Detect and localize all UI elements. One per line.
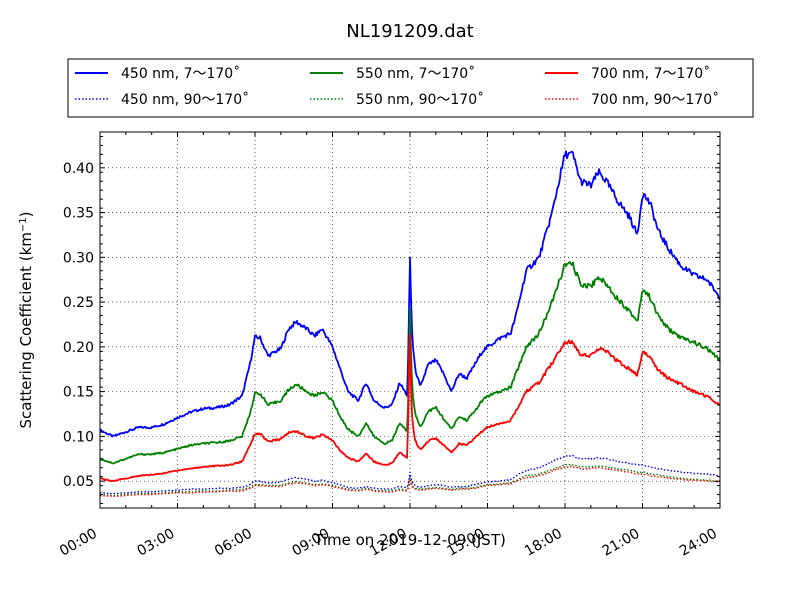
x-tick-label: 03:00 (135, 526, 178, 560)
legend-label: 450 nm, 7～170˚ (121, 65, 240, 82)
series-layer (99, 150, 721, 498)
y-axis-title-sup: −1 (18, 217, 29, 232)
y-tick-label: 0.35 (63, 206, 94, 222)
x-tick-label: 24:00 (677, 526, 720, 560)
y-tick-labels: 0.05 0.10 0.15 0.20 0.25 0.30 0.35 0.40 (63, 161, 94, 490)
series-line (99, 333, 721, 482)
legend-label: 700 nm, 90～170˚ (591, 91, 719, 108)
series-line (99, 150, 721, 438)
legend-label: 550 nm, 7～170˚ (356, 65, 475, 82)
x-tick-label: 18:00 (522, 526, 565, 560)
legend-label: 550 nm, 90～170˚ (356, 91, 484, 108)
x-axis-title: Time on 2019-12-09 (JST) (313, 531, 506, 549)
y-tick-label: 0.15 (63, 385, 94, 401)
y-axis-title: Scattering Coefficient (km−1) (17, 211, 35, 428)
x-tick-label: 00:00 (57, 526, 100, 560)
legend-box (67, 58, 754, 118)
y-tick-label: 0.30 (63, 250, 94, 266)
legend-label: 450 nm, 90～170˚ (121, 91, 249, 108)
y-axis-title-close: ) (17, 211, 35, 217)
y-tick-label: 0.40 (63, 161, 94, 177)
ticks (99, 132, 721, 508)
series-line (99, 463, 721, 497)
chart-title: NL191209.dat (346, 21, 473, 42)
y-tick-label: 0.25 (63, 295, 94, 311)
y-axis-title-main: Scattering Coefficient (km (17, 232, 35, 428)
legend-label: 700 nm, 7～170˚ (591, 65, 710, 82)
legend: 450 nm, 7～170˚ 550 nm, 7～170˚ 700 nm, 7～17… (67, 58, 754, 118)
series-line (99, 454, 721, 495)
y-tick-label: 0.05 (63, 474, 94, 490)
y-tick-label: 0.10 (63, 429, 94, 445)
x-tick-label: 21:00 (600, 526, 643, 560)
series-line (99, 261, 721, 465)
x-tick-label: 06:00 (212, 526, 255, 560)
y-tick-label: 0.20 (63, 340, 94, 356)
